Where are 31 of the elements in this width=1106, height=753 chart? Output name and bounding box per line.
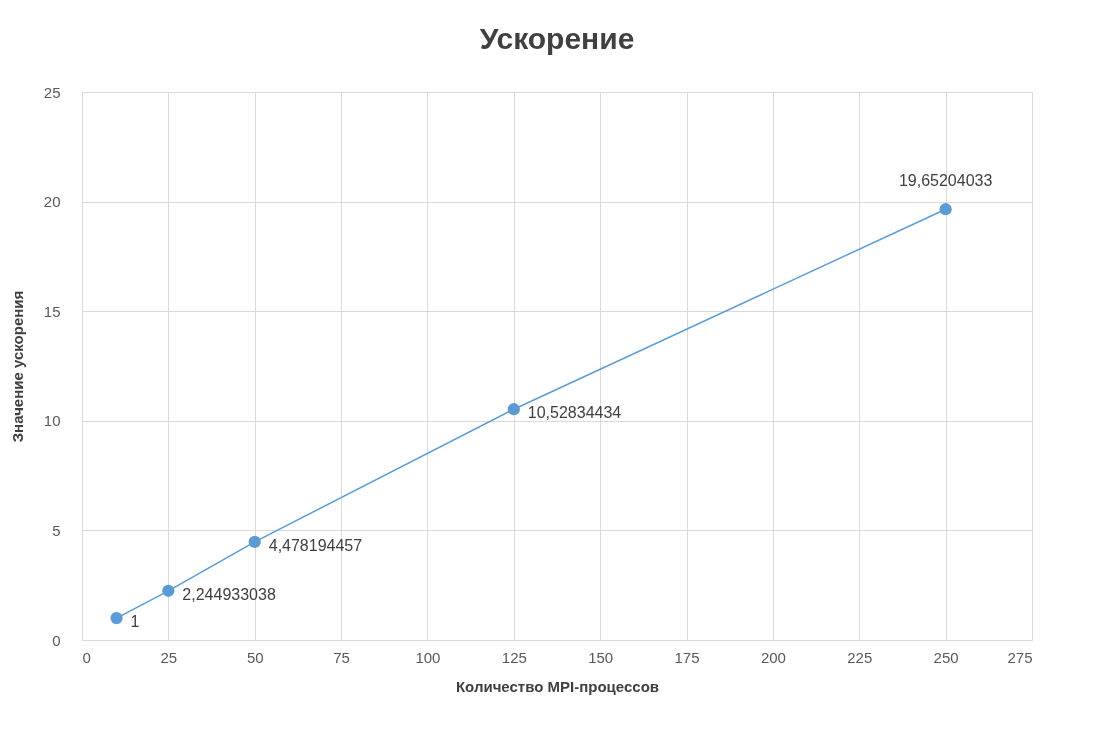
- data-label: 19,65204033: [898, 172, 993, 190]
- data-label: 10,52834434: [527, 404, 622, 422]
- x-tick-label: 225: [847, 648, 873, 666]
- data-label: 4,478194457: [268, 536, 363, 554]
- y-tick-label: 5: [52, 521, 61, 539]
- y-tick-label: 15: [43, 302, 61, 320]
- data-label: 2,244933038: [182, 585, 276, 603]
- data-label: 1: [130, 613, 140, 631]
- point: [110, 611, 123, 625]
- x-tick-label: 25: [160, 648, 178, 666]
- y-tick-label: 20: [43, 193, 61, 211]
- y-tick-label: 0: [52, 631, 61, 649]
- point: [939, 203, 952, 216]
- point: [248, 535, 261, 548]
- y-tick-label: 10: [43, 412, 61, 430]
- x-tick-label: 250: [933, 648, 959, 666]
- point: [162, 584, 175, 597]
- x-tick-label: 75: [333, 648, 350, 666]
- x-tick-label: 125: [501, 648, 527, 666]
- y-tick-label: 25: [43, 83, 61, 101]
- x-tick-label: 50: [246, 648, 264, 666]
- x-tick-label: 100: [415, 648, 441, 666]
- x-tick-label: 200: [760, 648, 786, 666]
- x-tick-label: 175: [674, 648, 700, 666]
- point: [507, 403, 520, 416]
- x-axis-title: Количество MPI-процессов: [455, 677, 660, 695]
- x-tick-label: 275: [1007, 648, 1033, 666]
- y-axis-title: Значение ускорения: [8, 290, 26, 443]
- x-tick-label: 150: [588, 648, 614, 666]
- x-tick-label: 0: [82, 648, 91, 666]
- chart-title: Ускорение: [479, 22, 635, 55]
